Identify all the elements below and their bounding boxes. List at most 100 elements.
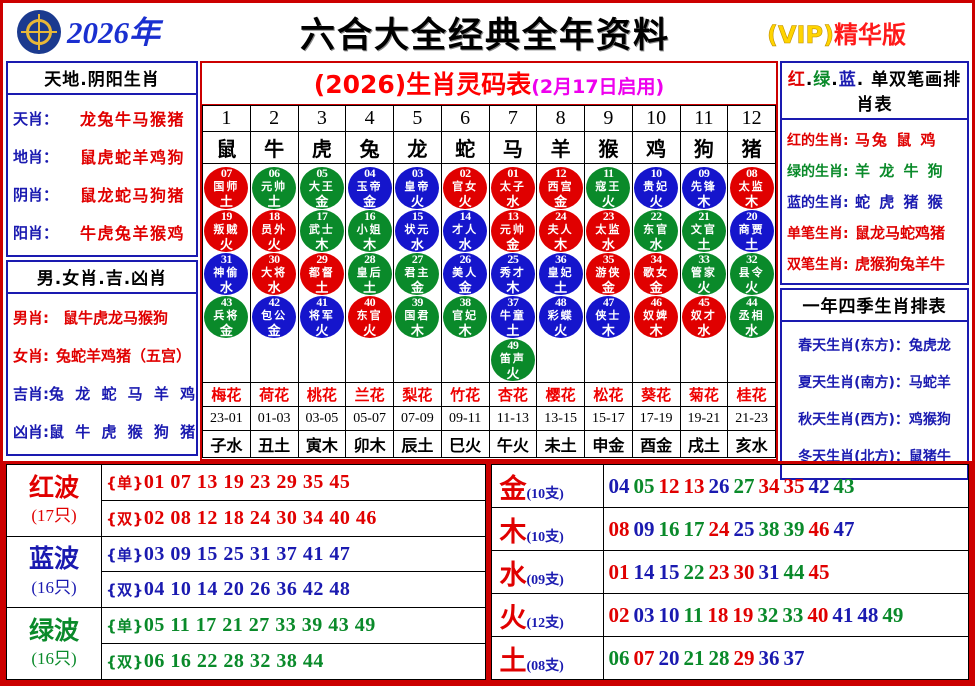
element-number[interactable]: 46	[808, 516, 830, 541]
lottery-ball[interactable]: 38 官妃木	[443, 295, 488, 339]
element-number[interactable]: 14	[633, 559, 655, 584]
lottery-ball[interactable]: 28 皇后土	[347, 252, 392, 296]
element-number[interactable]: 20	[658, 645, 680, 670]
lottery-ball[interactable]: 05 大王金	[299, 166, 344, 210]
element-number[interactable]: 47	[833, 516, 855, 541]
lottery-ball[interactable]: 04 玉帝金	[347, 166, 392, 210]
element-number[interactable]: 30	[733, 559, 755, 584]
element-number[interactable]: 04	[608, 473, 630, 498]
lottery-ball[interactable]: 31 神偷水	[204, 252, 249, 296]
lottery-ball[interactable]: 18 员外火	[252, 209, 297, 253]
element-number[interactable]: 02	[608, 602, 630, 627]
element-number[interactable]: 45	[808, 559, 830, 584]
lottery-ball[interactable]: 25 秀才木	[490, 252, 535, 296]
element-number[interactable]: 24	[708, 516, 730, 541]
element-number[interactable]: 06	[608, 645, 630, 670]
lottery-ball[interactable]: 49 笛声火	[490, 338, 535, 382]
lottery-ball[interactable]: 07 国师土	[204, 166, 249, 210]
lottery-ball[interactable]: 10 贵妃火	[634, 166, 679, 210]
lottery-ball[interactable]: 21 文官土	[681, 209, 726, 253]
lottery-ball[interactable]: 09 先锋木	[681, 166, 726, 210]
element-number[interactable]: 25	[733, 516, 755, 541]
lottery-ball[interactable]: 48 彩蝶火	[538, 295, 583, 339]
element-number[interactable]: 23	[708, 559, 730, 584]
element-number[interactable]: 35	[783, 473, 805, 498]
lottery-ball[interactable]: 22 东官水	[634, 209, 679, 253]
element-number[interactable]: 44	[783, 559, 805, 584]
lottery-ball[interactable]: 11 寇王火	[586, 166, 631, 210]
element-number[interactable]: 21	[683, 645, 705, 670]
element-number[interactable]: 31	[758, 559, 780, 584]
element-number[interactable]: 05	[633, 473, 655, 498]
lottery-ball[interactable]: 17 武士木	[299, 209, 344, 253]
element-number[interactable]: 33	[782, 602, 804, 627]
lottery-ball[interactable]: 16 小姐木	[347, 209, 392, 253]
zodiac-flower-cell: 杏花	[488, 382, 538, 407]
lottery-ball[interactable]: 02 官女火	[443, 166, 488, 210]
element-number[interactable]: 15	[658, 559, 680, 584]
element-number[interactable]: 01	[608, 559, 630, 584]
element-number[interactable]: 27	[733, 473, 755, 498]
lottery-ball[interactable]: 35 游侠金	[586, 252, 631, 296]
lottery-ball[interactable]: 39 国君木	[395, 295, 440, 339]
lottery-ball[interactable]: 44 丞相水	[729, 295, 774, 339]
element-number[interactable]: 41	[832, 602, 854, 627]
lottery-ball[interactable]: 26 美人金	[443, 252, 488, 296]
element-number[interactable]: 11	[683, 602, 704, 627]
lottery-ball[interactable]: 06 元帅土	[252, 166, 297, 210]
lottery-ball[interactable]: 32 县令火	[729, 252, 774, 296]
element-number[interactable]: 26	[708, 473, 730, 498]
element-number[interactable]: 34	[758, 473, 780, 498]
element-number[interactable]: 19	[732, 602, 754, 627]
element-number[interactable]: 10	[658, 602, 680, 627]
lottery-ball[interactable]: 20 商贾土	[729, 209, 774, 253]
lottery-ball[interactable]: 43 兵将金	[204, 295, 249, 339]
lottery-ball[interactable]: 03 皇帝火	[395, 166, 440, 210]
element-number[interactable]: 18	[707, 602, 729, 627]
lottery-ball[interactable]: 12 西宫金	[538, 166, 583, 210]
lottery-ball[interactable]: 36 皇妃土	[538, 252, 583, 296]
lottery-ball[interactable]: 13 元帅金	[490, 209, 535, 253]
lottery-ball[interactable]: 46 奴婢木	[634, 295, 679, 339]
lottery-ball[interactable]: 19 叛贼火	[204, 209, 249, 253]
element-number[interactable]: 40	[807, 602, 829, 627]
lottery-ball[interactable]: 23 太监水	[586, 209, 631, 253]
element-number[interactable]: 12	[658, 473, 680, 498]
lottery-ball[interactable]: 41 将军火	[299, 295, 344, 339]
lottery-ball[interactable]: 45 奴才水	[681, 295, 726, 339]
element-number[interactable]: 08	[608, 516, 630, 541]
element-number[interactable]: 42	[808, 473, 830, 498]
lottery-ball[interactable]: 29 都督土	[299, 252, 344, 296]
element-number[interactable]: 37	[783, 645, 805, 670]
element-number[interactable]: 43	[833, 473, 855, 498]
lottery-ball[interactable]: 33 管家火	[681, 252, 726, 296]
lottery-ball[interactable]: 15 状元水	[395, 209, 440, 253]
element-number[interactable]: 03	[633, 602, 655, 627]
element-number[interactable]: 29	[733, 645, 755, 670]
element-number[interactable]: 49	[882, 602, 904, 627]
even-tag: {双}	[106, 653, 144, 672]
element-number[interactable]: 28	[708, 645, 730, 670]
lottery-ball[interactable]: 40 东官火	[347, 295, 392, 339]
element-number[interactable]: 07	[633, 645, 655, 670]
element-number[interactable]: 38	[758, 516, 780, 541]
element-number[interactable]: 13	[683, 473, 705, 498]
element-number[interactable]: 09	[633, 516, 655, 541]
lottery-ball[interactable]: 37 牛童土	[490, 295, 535, 339]
element-number[interactable]: 36	[758, 645, 780, 670]
lottery-ball[interactable]: 24 夫人木	[538, 209, 583, 253]
lottery-ball[interactable]: 34 歌女金	[634, 252, 679, 296]
lottery-ball[interactable]: 30 大将水	[252, 252, 297, 296]
element-number[interactable]: 32	[757, 602, 779, 627]
element-number[interactable]: 17	[683, 516, 705, 541]
lottery-ball[interactable]: 47 侠士木	[586, 295, 631, 339]
element-number[interactable]: 16	[658, 516, 680, 541]
element-number[interactable]: 48	[857, 602, 879, 627]
lottery-ball[interactable]: 14 才人水	[443, 209, 488, 253]
lottery-ball[interactable]: 08 太监木	[729, 166, 774, 210]
element-number[interactable]: 39	[783, 516, 805, 541]
lottery-ball[interactable]: 27 君主金	[395, 252, 440, 296]
lottery-ball[interactable]: 42 包公金	[252, 295, 297, 339]
element-number[interactable]: 22	[683, 559, 705, 584]
lottery-ball[interactable]: 01 太子水	[490, 166, 535, 210]
